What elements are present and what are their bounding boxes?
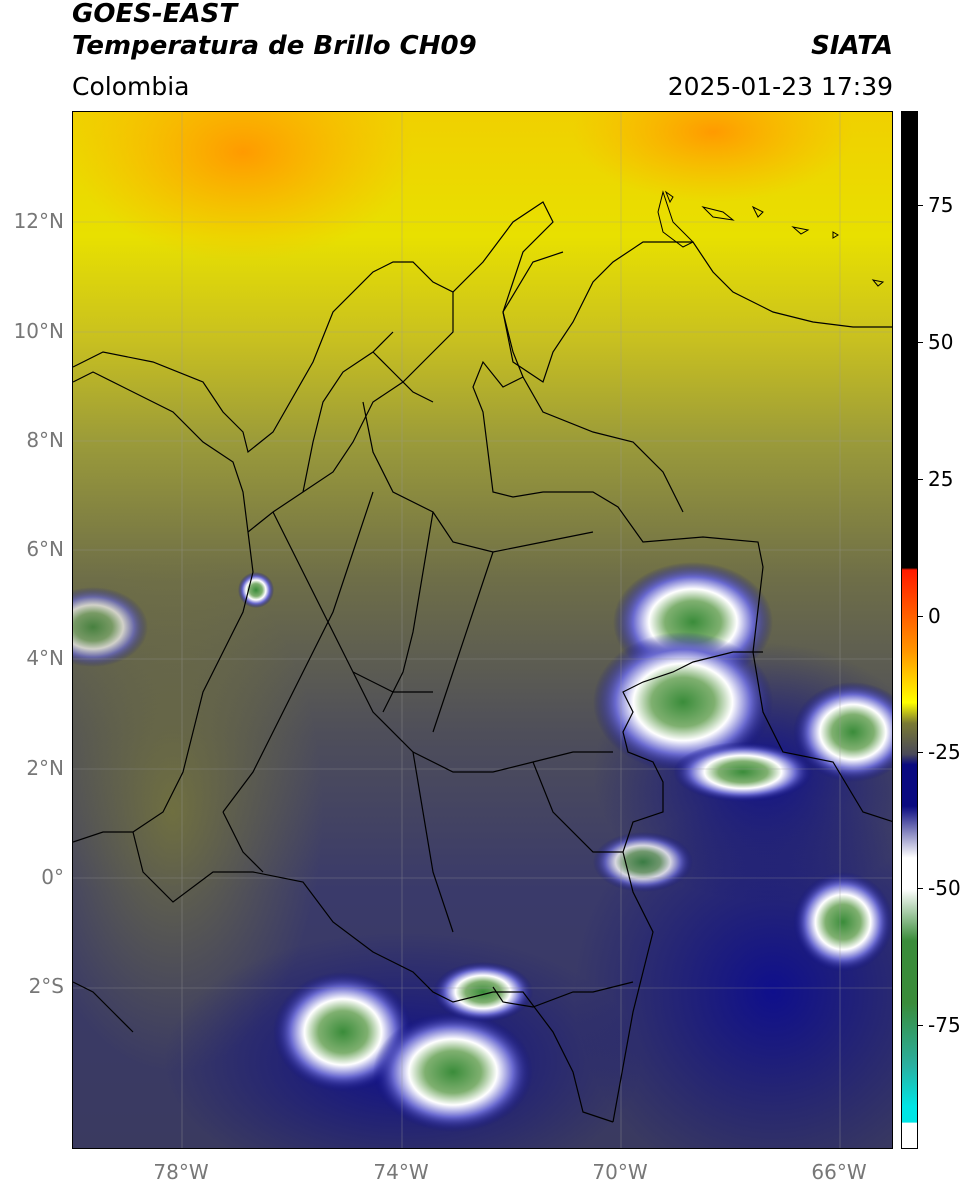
colorbar-label: 75	[928, 193, 954, 217]
colorbar-label: 0	[928, 604, 941, 628]
colorbar-tick	[918, 479, 923, 480]
colorbar-tick	[918, 342, 923, 343]
brightness-temperature-map	[73, 112, 892, 1148]
colorbar-tick	[918, 616, 923, 617]
colorbar-label: -50	[928, 876, 961, 900]
colorbar-label: 25	[928, 467, 954, 491]
datetime-label: 2025-01-23 17:39	[667, 72, 893, 101]
boundaries	[73, 201, 892, 1123]
colorbar-tick	[918, 1025, 923, 1026]
colorbar-label: 50	[928, 330, 954, 354]
lat-label: 8°N	[26, 428, 64, 452]
colorbar-label: -25	[928, 740, 961, 764]
lat-label: 2°N	[26, 756, 64, 780]
lat-label: 0°	[41, 865, 64, 889]
colorbar-label: -75	[928, 1013, 961, 1037]
colorbar-tick	[918, 888, 923, 889]
convective-cell	[73, 587, 148, 667]
convective-cell	[673, 742, 813, 802]
colorbar	[901, 111, 918, 1149]
colorbar-tick	[918, 205, 923, 206]
organization-label: SIATA	[811, 31, 893, 61]
caribbean-islands	[657, 190, 885, 287]
lat-label: 6°N	[26, 537, 64, 561]
convective-cell	[593, 832, 693, 892]
lon-label: 74°W	[373, 1160, 429, 1184]
convective-cell	[793, 682, 892, 782]
region-label: Colombia	[72, 72, 190, 101]
lat-label: 2°S	[28, 974, 64, 998]
warm-region	[73, 112, 413, 262]
satellite-title: GOES-EAST	[72, 0, 238, 29]
lat-label: 4°N	[26, 646, 64, 670]
convective-cell	[238, 572, 274, 608]
gridlines	[73, 112, 892, 1148]
convective-cell	[593, 632, 773, 772]
olive-region	[73, 552, 323, 1072]
warm-region	[573, 112, 853, 202]
lon-label: 78°W	[153, 1160, 209, 1184]
convective-cell	[793, 872, 892, 972]
convective-cell	[433, 962, 533, 1022]
lat-label: 12°N	[13, 209, 64, 233]
convective-cell	[373, 1012, 533, 1132]
colorbar-tick	[918, 752, 923, 753]
product-title: Temperatura de Brillo CH09	[72, 31, 477, 61]
lon-label: 66°W	[811, 1160, 867, 1184]
lon-label: 70°W	[592, 1160, 648, 1184]
lat-label: 10°N	[13, 319, 64, 343]
map-panel	[72, 111, 893, 1149]
